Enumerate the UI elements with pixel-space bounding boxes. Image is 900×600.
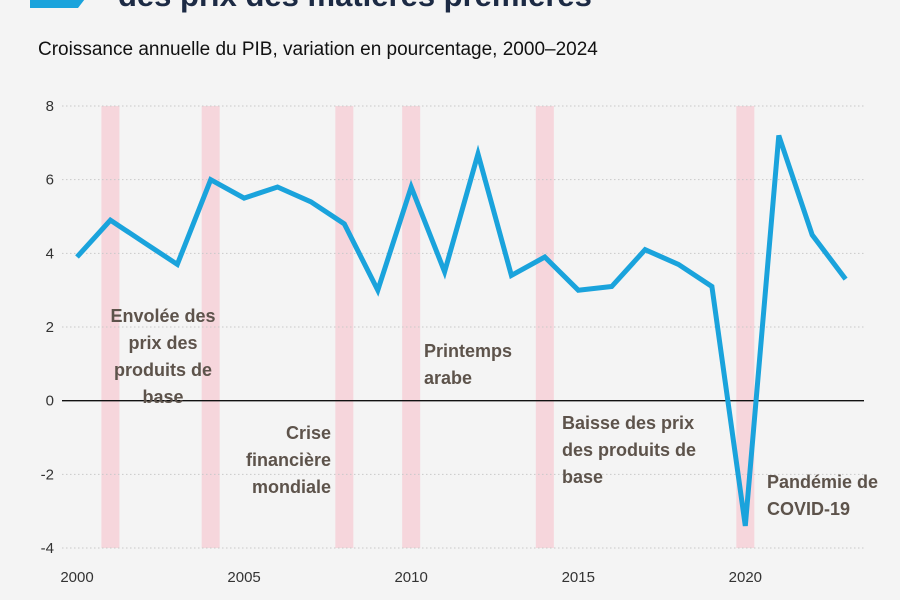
gridlines	[62, 105, 864, 549]
x-tick-label: 2010	[394, 569, 427, 586]
annotation-line: financière	[246, 450, 331, 470]
annotation-line: Envolée des	[110, 306, 215, 326]
annotation-line: Baisse des prix	[562, 413, 694, 433]
annotation-line: base	[562, 467, 603, 487]
shaded-period-2014	[535, 106, 554, 548]
shaded-period-2008	[335, 106, 354, 548]
annotation-line: mondiale	[252, 477, 331, 497]
annotation-2001: Envolée des prix des produits de base	[110, 306, 215, 407]
annotation-2010: Printemps arabe	[424, 341, 512, 388]
chart-subtitle: Croissance annuelle du PIB, variation en…	[38, 39, 598, 60]
annotation-line: Pandémie de	[767, 472, 878, 492]
series-layer	[75, 134, 848, 527]
y-tick-label: 2	[46, 319, 54, 336]
y-tick-label: 8	[46, 98, 54, 115]
annotation-line: COVID-19	[767, 499, 850, 519]
x-tick-label: 2020	[729, 569, 762, 586]
shaded-period-2020	[736, 106, 755, 548]
series-line-0	[75, 134, 848, 527]
x-tick-label: 2015	[562, 569, 595, 586]
annotation-line: produits de	[114, 360, 212, 380]
y-tick-label: 4	[46, 245, 54, 262]
chart-title: des prix des matières premières	[118, 0, 592, 14]
annotation-2008: Crise financière mondiale	[246, 423, 331, 497]
annotation-line: Crise	[286, 423, 331, 443]
x-tick-labels: 2000 2005 2010 2015 2020	[60, 569, 762, 586]
x-tick-label: 2005	[227, 569, 260, 586]
y-tick-label: 6	[46, 172, 54, 189]
y-tick-label: -4	[41, 540, 54, 557]
arrow-icon	[30, 0, 85, 8]
annotation-line: arabe	[424, 368, 472, 388]
annotation-line: prix des	[128, 333, 197, 353]
y-tick-labels: -4 -2 0 2 4 6 8	[41, 98, 54, 557]
annotations: Envolée des prix des produits de base Crise f…	[110, 306, 878, 519]
title-bar: des prix des matières premières	[0, 0, 900, 14]
x-tick-label: 2000	[60, 569, 93, 586]
annotation-2014: Baisse des prix des produits de base	[562, 413, 696, 487]
annotation-line: Printemps	[424, 341, 512, 361]
annotation-line: base	[142, 387, 183, 407]
annotation-line: des produits de	[562, 440, 696, 460]
arrow-icon-shape	[30, 0, 85, 8]
y-tick-label: -2	[41, 466, 54, 483]
annotation-2020: Pandémie de COVID-19	[767, 472, 878, 519]
y-tick-label: 0	[46, 393, 54, 410]
